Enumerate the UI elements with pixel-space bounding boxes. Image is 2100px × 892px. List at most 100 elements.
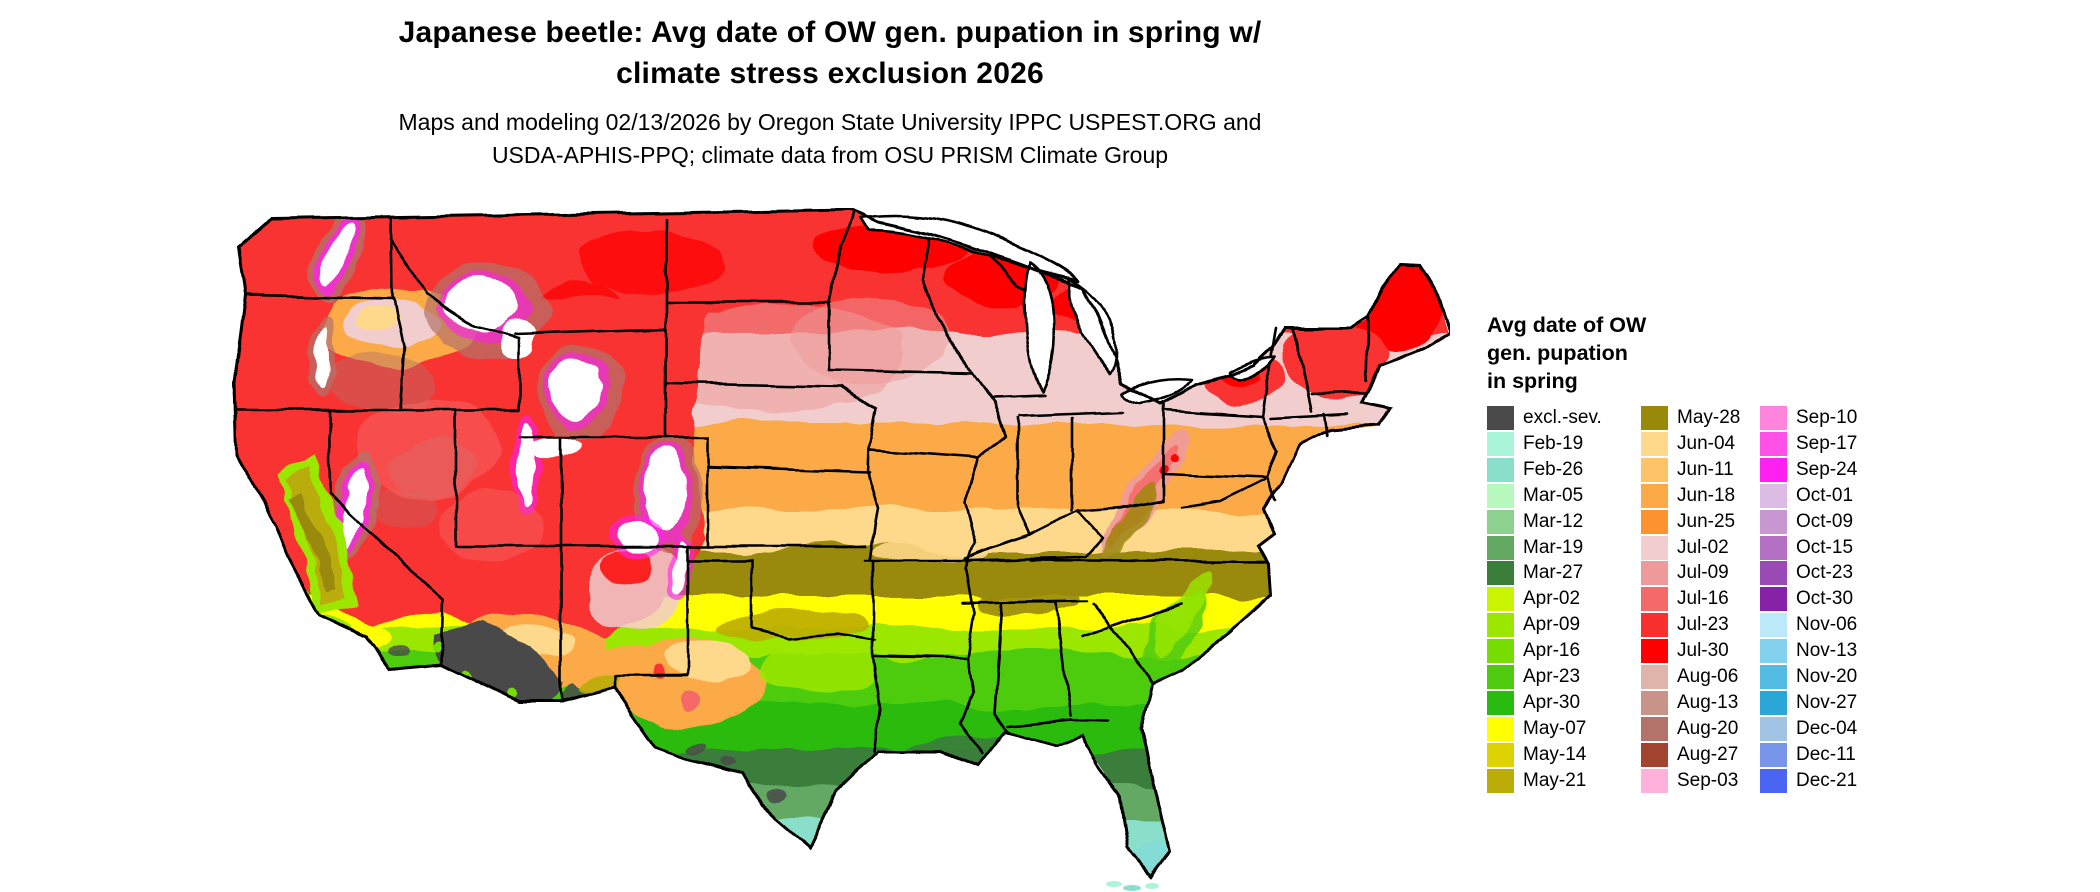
legend-entry: Mar-12 xyxy=(1487,509,1641,535)
legend-entry-label: Sep-10 xyxy=(1796,406,1858,428)
legend-swatch xyxy=(1760,742,1787,767)
legend-entry-label: Jul-02 xyxy=(1677,536,1729,558)
legend-title-line2: gen. pupation xyxy=(1487,341,1628,365)
legend-title-line1: Avg date of OW xyxy=(1487,313,1647,337)
legend-swatch xyxy=(1487,535,1514,560)
state-borders xyxy=(234,210,1371,755)
legend-entry: Mar-05 xyxy=(1487,483,1641,509)
legend-entry-label: Apr-23 xyxy=(1523,666,1581,688)
legend-entry: Sep-17 xyxy=(1760,431,1930,457)
map-subtitle-line1: Maps and modeling 02/13/2026 by Oregon S… xyxy=(398,109,1262,135)
legend-swatch xyxy=(1760,457,1787,482)
legend-entry: Feb-26 xyxy=(1487,457,1641,483)
legend-entry: Nov-27 xyxy=(1760,690,1930,716)
legend-entry-label: Jun-04 xyxy=(1677,432,1736,454)
legend-swatch xyxy=(1487,717,1514,742)
legend-title-line3: in spring xyxy=(1487,369,1578,393)
legend-entry: Aug-13 xyxy=(1641,690,1760,716)
legend-entry: May-07 xyxy=(1487,716,1641,742)
legend-swatch xyxy=(1487,691,1514,716)
legend-swatch xyxy=(1760,405,1787,430)
legend-entry-label: Sep-24 xyxy=(1796,458,1858,480)
legend-swatch xyxy=(1487,483,1514,508)
legend-swatch xyxy=(1760,768,1787,793)
legend-title: Avg date of OW gen. pupation in spring xyxy=(1487,311,1957,395)
legend-entry-label: Nov-13 xyxy=(1796,640,1858,662)
legend-entry: Jul-30 xyxy=(1641,638,1760,664)
legend-entry: Sep-03 xyxy=(1641,768,1760,794)
legend-entry: Dec-21 xyxy=(1760,768,1930,794)
legend-entry-label: May-07 xyxy=(1523,718,1587,740)
legend-entry-label: Feb-26 xyxy=(1523,458,1584,480)
map-title: Japanese beetle: Avg date of OW gen. pup… xyxy=(120,12,1540,94)
legend-entry-label: Nov-20 xyxy=(1796,666,1858,688)
legend-swatch xyxy=(1641,405,1668,430)
legend-swatch xyxy=(1641,561,1668,586)
legend-entry: Jun-18 xyxy=(1641,483,1760,509)
legend-entry-label: May-28 xyxy=(1677,406,1741,428)
legend-swatch xyxy=(1760,431,1787,456)
legend-entry-label: Mar-27 xyxy=(1523,562,1584,584)
lake-huron xyxy=(1066,276,1117,375)
legend-entry: Apr-23 xyxy=(1487,664,1641,690)
legend-entry: Aug-06 xyxy=(1641,664,1760,690)
legend-entry: Oct-09 xyxy=(1760,509,1930,535)
legend-entry-label: Jul-30 xyxy=(1677,640,1729,662)
map-title-line1: Japanese beetle: Avg date of OW gen. pup… xyxy=(398,16,1262,49)
legend-entry: Mar-27 xyxy=(1487,561,1641,587)
legend-entry-label: Apr-09 xyxy=(1523,614,1581,636)
us-map-svg xyxy=(232,208,1451,891)
legend-column-2: May-28 Jun-04 Jun-11 Jun-18 Jun-25 Jul-02 Jul-… xyxy=(1641,405,1760,794)
legend-entry: Apr-16 xyxy=(1487,638,1641,664)
legend-swatch xyxy=(1487,613,1514,638)
legend-entry-label: Mar-19 xyxy=(1523,536,1584,558)
legend-swatch xyxy=(1487,431,1514,456)
legend-entry-label: Mar-12 xyxy=(1523,510,1584,532)
legend-entry: Nov-20 xyxy=(1760,664,1930,690)
legend-entry-label: Dec-04 xyxy=(1796,718,1858,740)
legend-swatch xyxy=(1641,457,1668,482)
legend-entry-label: Nov-06 xyxy=(1796,614,1858,636)
legend-entry-label: Jun-11 xyxy=(1677,458,1734,480)
legend-entry-label: Sep-03 xyxy=(1677,769,1739,791)
legend-swatch xyxy=(1641,768,1668,793)
legend-entry-label: Oct-09 xyxy=(1796,510,1854,532)
legend-column-3: Sep-10 Sep-17 Sep-24 Oct-01 Oct-09 Oct-15 Oct-… xyxy=(1760,405,1930,794)
legend-entry-label: Mar-05 xyxy=(1523,484,1584,506)
legend-entry-label: Oct-30 xyxy=(1796,588,1854,610)
legend-entry: Oct-15 xyxy=(1760,535,1930,561)
legend-entry-label: Aug-13 xyxy=(1677,692,1739,714)
legend-swatch xyxy=(1760,613,1787,638)
legend-swatch xyxy=(1760,665,1787,690)
legend-entry: Oct-23 xyxy=(1760,561,1930,587)
legend-entry: Oct-30 xyxy=(1760,586,1930,612)
legend-swatch xyxy=(1760,483,1787,508)
legend-swatch xyxy=(1641,742,1668,767)
legend-entry-label: May-21 xyxy=(1523,769,1587,791)
legend-swatch xyxy=(1641,717,1668,742)
legend-entry-label: May-14 xyxy=(1523,743,1587,765)
legend-swatch xyxy=(1487,665,1514,690)
legend-swatch xyxy=(1760,561,1787,586)
us-outline xyxy=(232,208,1451,879)
lake-ontario xyxy=(1228,356,1277,382)
legend-entry-label: Aug-06 xyxy=(1677,666,1739,688)
legend-swatch xyxy=(1641,483,1668,508)
legend-entry-label: Aug-27 xyxy=(1677,743,1739,765)
legend-swatch xyxy=(1487,639,1514,664)
map-title-line2: climate stress exclusion 2026 xyxy=(616,57,1044,90)
legend-swatch xyxy=(1760,587,1787,612)
legend-entry-label: Jun-18 xyxy=(1677,484,1736,506)
legend-swatch xyxy=(1641,431,1668,456)
legend-swatch xyxy=(1641,587,1668,612)
map-subtitle-line2: USDA-APHIS-PPQ; climate data from OSU PR… xyxy=(491,142,1169,168)
lake-michigan xyxy=(1023,261,1056,395)
legend-entry: Jun-11 xyxy=(1641,457,1760,483)
legend-entry: Jul-23 xyxy=(1641,612,1760,638)
legend-entry-label: Apr-30 xyxy=(1523,692,1581,714)
lake-erie xyxy=(1121,377,1194,406)
legend-entry: Jun-04 xyxy=(1641,431,1760,457)
legend-entry: Mar-19 xyxy=(1487,535,1641,561)
legend-columns: excl.-sev. Feb-19 Feb-26 Mar-05 Mar-12 Mar-19… xyxy=(1487,405,1957,794)
